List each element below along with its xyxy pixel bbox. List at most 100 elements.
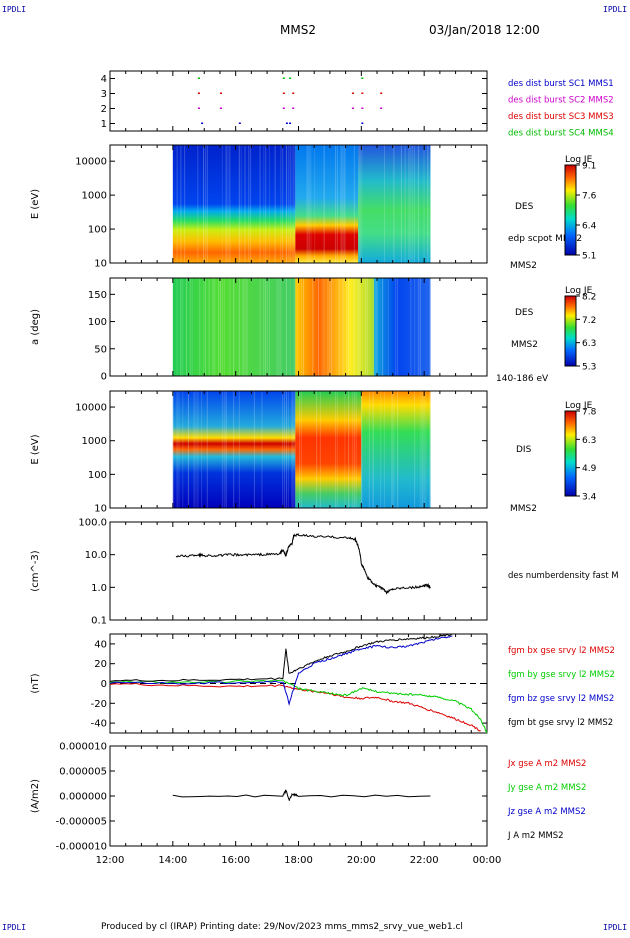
y-tick-label: 10000: [75, 157, 107, 168]
spectrogram-streak: [314, 145, 316, 263]
burst-mark: [282, 92, 285, 94]
series-line: [109, 635, 453, 706]
spectrogram-streak: [233, 278, 235, 376]
burst-mark: [361, 107, 364, 109]
y-axis-label: E (eV): [30, 434, 41, 464]
spectrogram-streak: [178, 391, 180, 508]
panels: 1 2 3 4 des dist burst SC1 MMS1 des dist burs…: [30, 70, 619, 866]
spectrogram-streak: [229, 145, 231, 263]
spectrogram-streak: [331, 278, 333, 376]
burst-mark: [282, 77, 285, 79]
burst-mark: [361, 122, 364, 124]
spectrogram-streak: [201, 391, 203, 508]
y-tick-label: 4: [101, 74, 107, 85]
spectrogram-streak: [285, 145, 287, 263]
footer-logo-right: IPDLI: [603, 923, 627, 932]
burst-mark: [282, 107, 285, 109]
burst-mark: [361, 77, 364, 79]
spectrogram-streak: [308, 145, 310, 263]
colorbar-title: Log JE: [565, 155, 593, 165]
spectrogram-streak: [429, 278, 431, 376]
spectrogram-streak: [265, 278, 267, 376]
spectrogram-streak: [227, 145, 229, 263]
spectrogram-streak: [204, 145, 206, 263]
spectrogram-streak: [248, 145, 250, 263]
y-axis-label: (A/m2): [30, 779, 41, 813]
y-tick-label: -0.000010: [56, 842, 107, 853]
colorbar-tick-label: 5.1: [582, 252, 596, 262]
spectrogram-streak: [361, 391, 363, 508]
burst-mark: [289, 77, 292, 79]
side-label: MMS2: [510, 261, 537, 271]
y-tick-label: 0: [101, 372, 107, 383]
y-tick-label: 0.000010: [59, 742, 107, 753]
legend-entry: Jy gse A m2 MMS2: [507, 783, 586, 793]
spectrogram-segment: [361, 391, 431, 508]
y-tick-label: 1: [101, 119, 107, 130]
spectrogram-streak: [253, 391, 255, 508]
panel-label: DES: [515, 308, 534, 318]
legend-entry: fgm bx gse srvy l2 MMS2: [508, 646, 615, 656]
spectrogram-segment: [172, 278, 296, 376]
spectrogram-streak: [182, 278, 184, 376]
spectrogram-streak: [427, 145, 429, 263]
spectrogram-streak: [259, 278, 261, 376]
y-axis-label: (cm^-3): [30, 550, 41, 591]
spectrogram-streak: [293, 278, 295, 376]
spectrogram-streak: [285, 278, 287, 376]
spectrogram-streak: [223, 391, 225, 508]
colorbar-tick-label: 4.9: [582, 464, 597, 474]
spectrogram-streak: [191, 278, 193, 376]
spectrogram-streak: [267, 278, 269, 376]
spectrogram-streak: [206, 145, 208, 263]
colorbar-tick-label: 8.2: [582, 293, 596, 303]
spectrogram-streak: [419, 278, 421, 376]
spectrogram-streak: [186, 278, 188, 376]
legend-entry: des dist burst SC4 MMS4: [508, 129, 614, 139]
y-tick-label: 0.1: [91, 616, 107, 627]
panel-frame-4: [109, 521, 488, 621]
legend-entry: des dist burst SC1 MMS1: [508, 79, 614, 89]
spectrogram-streak: [189, 278, 191, 376]
spectrogram-streak: [387, 278, 389, 376]
spectrogram-streak: [336, 391, 338, 508]
spectrogram-streak: [176, 391, 178, 508]
y-axis-label: (nT): [30, 673, 41, 693]
series-line: [109, 633, 453, 682]
spectrogram-streak: [218, 278, 220, 376]
spectrogram-streak: [334, 145, 336, 263]
spectrogram-streak: [259, 145, 261, 263]
spectrogram-streak: [425, 391, 427, 508]
colorbar-tick-label: 7.8: [582, 408, 597, 418]
spectrogram-streak: [366, 278, 368, 376]
spectrogram-streak: [312, 278, 314, 376]
spectrogram-streak: [316, 391, 318, 508]
spectrogram-streak: [351, 391, 353, 508]
spectrogram-streak: [310, 145, 312, 263]
spectrogram-streak: [412, 145, 414, 263]
spectrogram-streak: [393, 391, 395, 508]
spectrogram-streak: [225, 145, 227, 263]
y-tick-label: 20: [94, 659, 107, 670]
burst-mark: [380, 92, 383, 94]
spectrogram-streak: [202, 145, 204, 263]
panel-frame-0: [109, 70, 488, 132]
spectrogram-streak: [400, 145, 402, 263]
spectrogram-streak: [376, 278, 378, 376]
legend-entry: Jz gse A m2 MMS2: [507, 807, 586, 817]
spectrogram-segment: [295, 391, 362, 508]
spectrogram-streak: [421, 391, 423, 508]
y-tick-label: -40: [91, 719, 107, 730]
spectrogram-streak: [380, 391, 382, 508]
spectrogram-streak: [221, 391, 223, 508]
spectrogram-segment: [295, 278, 374, 376]
spectrogram-streak: [393, 145, 395, 263]
spectrogram-streak: [223, 278, 225, 376]
colorbar-tick-label: 9.1: [582, 162, 596, 172]
time-tick-label: 22:00: [410, 855, 439, 866]
y-tick-label: 1000: [82, 191, 107, 202]
spectrogram-streak: [368, 391, 370, 508]
spectrogram-streak: [397, 391, 399, 508]
spectrogram-streak: [184, 145, 186, 263]
spectrogram-streak: [289, 278, 291, 376]
